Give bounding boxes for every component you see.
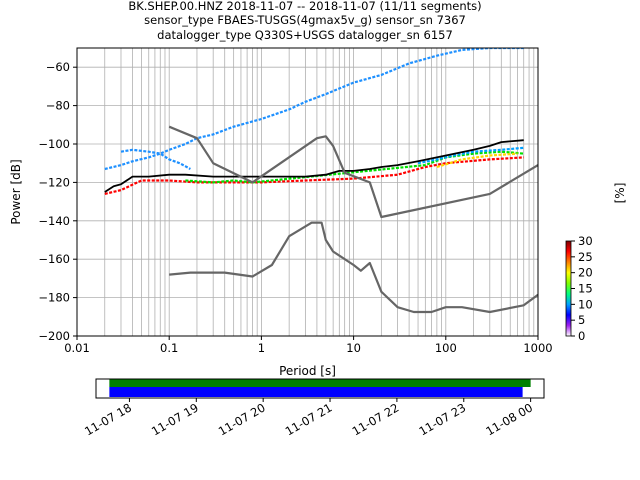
y-tick-label: −200: [38, 329, 70, 343]
title-line-1: BK.SHEP.00.HNZ 2018-11-07 -- 2018-11-07 …: [128, 0, 481, 13]
coverage-tick-label: 11-07 23: [416, 400, 468, 438]
x-tick-label: 10: [346, 341, 361, 355]
colorbar-bar: [565, 240, 572, 337]
data-layer: [104, 48, 538, 314]
density-trace: [436, 152, 518, 169]
coverage-bar-lower: [109, 387, 523, 397]
coverage-tick-label: 11-07 18: [82, 400, 134, 438]
title-line-2: sensor_type FBAES-TUSGS(4gmax5v_g) senso…: [144, 13, 466, 27]
x-axis-label: Period [s]: [279, 364, 336, 378]
y-tick-label: −140: [38, 214, 70, 228]
ppsd-axes: 0.01 0.1 1 10 100 1000 −200 −180 −160 −140 −120 −10…: [9, 47, 553, 378]
density-trace: [104, 152, 191, 171]
y-tick-label: −80: [46, 99, 70, 113]
colorbar-tick-label: 10: [578, 297, 593, 311]
y-axis-label: Power [dB]: [9, 159, 23, 224]
density-trace: [185, 150, 524, 184]
coverage-tick-label: 11-07 22: [350, 400, 402, 438]
x-tick-label: 1: [258, 341, 265, 355]
coverage-frame: [95, 378, 545, 399]
coverage-tick-label: 11-08 00: [483, 400, 535, 438]
y-tick-label: −180: [38, 291, 70, 305]
x-tick-label: 1000: [523, 341, 552, 355]
noise-model-low-line: [169, 221, 538, 314]
density-trace: [120, 48, 524, 155]
coverage-bar-upper: [109, 379, 531, 387]
x-tick-label: 0.01: [64, 341, 90, 355]
y-tick-label: −160: [38, 252, 70, 266]
y-tick-label: −100: [38, 137, 70, 151]
colorbar-tick-label: 30: [578, 234, 593, 248]
x-tick-label: 100: [435, 341, 457, 355]
coverage-axes: 11-07 18 11-07 19 11-07 20 11-07 21 11-07 22…: [82, 378, 545, 438]
title-line-3: datalogger_type Q330S+USGS datalogger_sn…: [157, 28, 453, 42]
y-tick-label: −120: [38, 175, 70, 189]
density-trace: [104, 156, 524, 195]
coverage-tick-label: 11-07 20: [216, 400, 268, 438]
coverage-tick-label: 11-07 21: [283, 400, 335, 438]
colorbar-tick-label: 5: [578, 313, 585, 327]
plot-background: [77, 48, 538, 336]
coverage-tick-label: 11-07 19: [149, 400, 201, 438]
colorbar-label: [%]: [613, 183, 627, 204]
y-tick-label: −60: [46, 60, 70, 74]
noise-model-high-line: [168, 125, 538, 219]
x-tick-label: 0.1: [160, 341, 178, 355]
colorbar-tick-label: 20: [578, 266, 593, 280]
mean-line: [104, 139, 524, 193]
colorbar-tick-label: 25: [578, 250, 593, 264]
colorbar-tick-label: 15: [578, 282, 593, 296]
colorbar-tick-label: 0: [578, 329, 585, 343]
density-trace: [417, 146, 524, 165]
axes-frame: [76, 47, 539, 337]
